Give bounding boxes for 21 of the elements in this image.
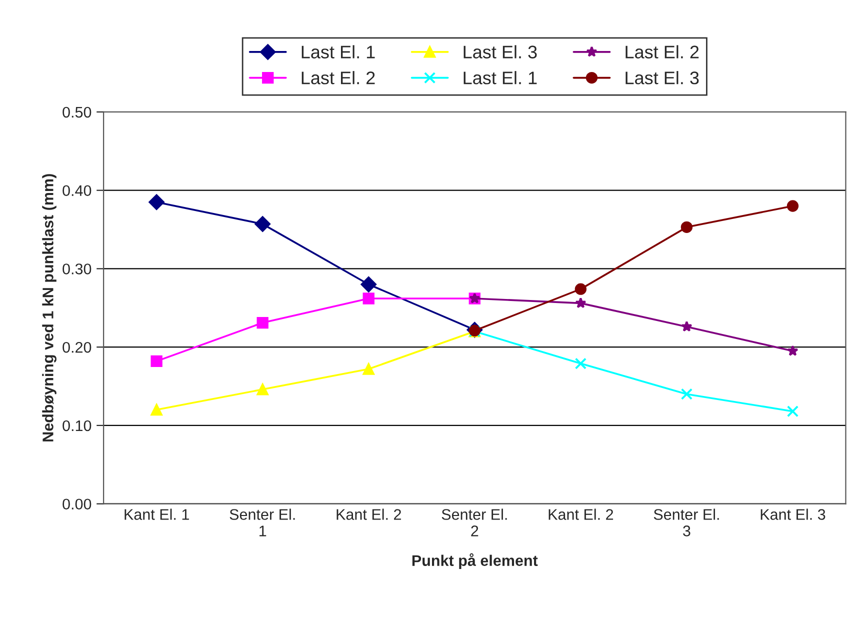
x-axis-title: Punkt på element xyxy=(412,553,538,570)
x-tick-label: Senter El. 2 xyxy=(442,508,507,536)
x-tick-label: Senter El. 3 xyxy=(654,508,719,536)
x-tick-label: Kant El. 2 xyxy=(336,508,401,520)
y-tick-label: 0.30 xyxy=(62,264,92,274)
y-tick-label: 0.00 xyxy=(62,498,92,510)
legend-label: Last El. 2 xyxy=(626,45,699,58)
x-tick-label: Kant El. 1 xyxy=(124,508,189,520)
y-tick-label: 0.20 xyxy=(62,342,92,353)
x-tick-label: Kant El. 2 xyxy=(548,508,614,520)
y-tick-label: 0.50 xyxy=(62,106,92,118)
x-tick-label: Kant El. 3 xyxy=(760,508,826,520)
y-tick-label: 0.10 xyxy=(62,420,92,432)
y-tick-label: 0.40 xyxy=(62,185,92,196)
x-tick-label: Senter El. 1 xyxy=(230,508,295,536)
legend-label: Last El. 1 xyxy=(302,45,375,58)
legend-label: Last El. 1 xyxy=(464,71,537,84)
legend-label: Last El. 3 xyxy=(626,71,699,84)
y-axis-title: Nedbøyning ved 1 kN punktlast (mm) xyxy=(42,174,56,442)
legend-label: Last El. 2 xyxy=(302,71,375,84)
legend-label: Last El. 3 xyxy=(464,45,537,58)
